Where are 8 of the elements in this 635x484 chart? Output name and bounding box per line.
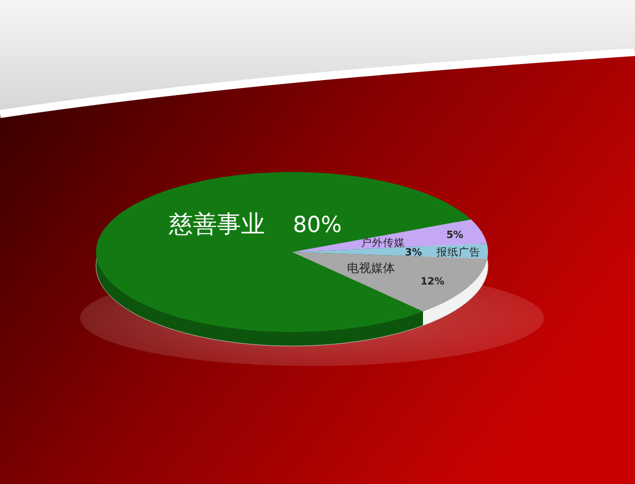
value-label: 80%	[292, 213, 342, 238]
value-label: 5%	[446, 230, 464, 242]
value-label: 3%	[405, 247, 422, 258]
category-label: 电视媒体	[347, 261, 395, 275]
category-label: 慈善事业	[168, 210, 265, 238]
value-label: 12%	[420, 276, 444, 288]
category-label: 报纸广告	[436, 246, 481, 258]
category-label: 户外传媒	[360, 237, 405, 250]
